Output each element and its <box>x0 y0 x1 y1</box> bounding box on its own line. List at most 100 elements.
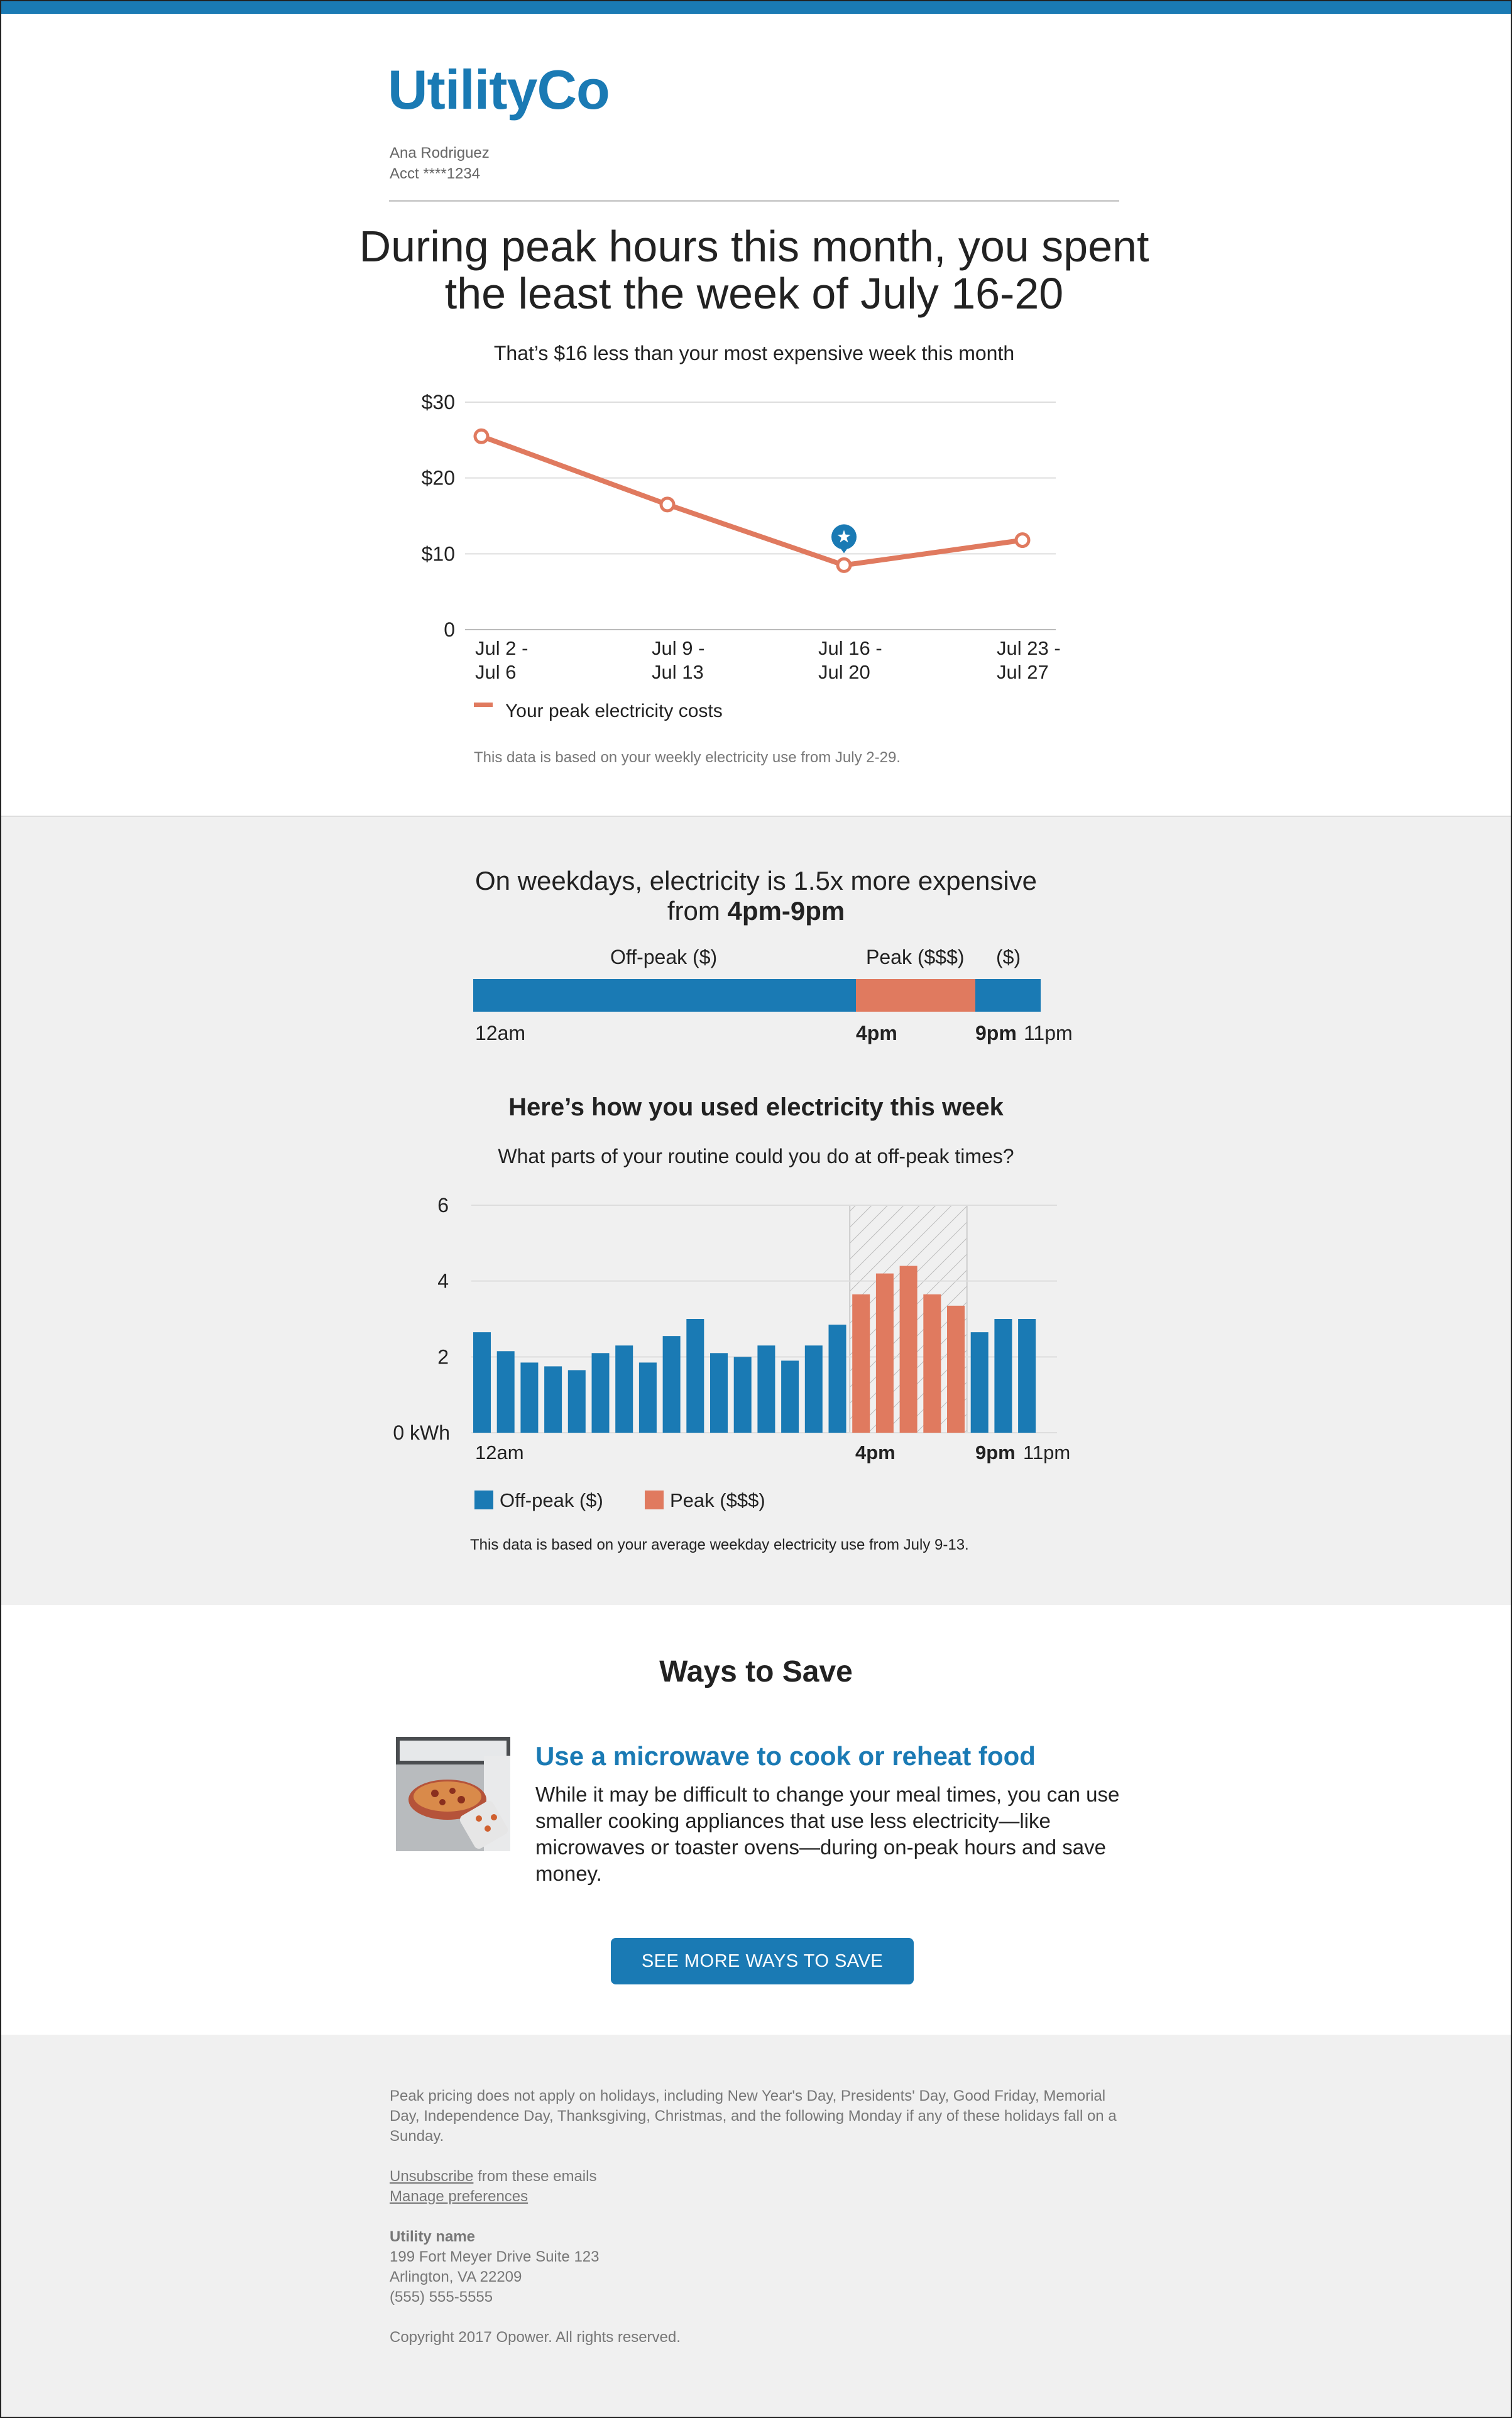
offpeak-usage-bar <box>591 1353 610 1433</box>
see-more-ways-button[interactable]: SEE MORE WAYS TO SAVE <box>611 1938 914 1984</box>
offpeak-usage-bar <box>662 1336 681 1433</box>
x-tick-label-line-1: Jul 16 - <box>818 637 882 659</box>
peak-usage-bar <box>923 1294 941 1433</box>
peak-cost-line-chart: $30 $20 $10 0 Jul 2 -Jul 6 Jul 9 -Jul 13 Jul 1… <box>422 391 1061 683</box>
top-accent-bar <box>0 0 1512 14</box>
x-tick-11pm: 11pm <box>1023 1442 1070 1463</box>
tip-title: Use a microwave to cook or reheat food <box>535 1741 1036 1771</box>
offpeak-usage-bar <box>970 1332 989 1433</box>
unsubscribe-rest: from these emails <box>473 2168 597 2185</box>
peak-hours-range: 4pm-9pm <box>727 896 845 926</box>
y-tick-label: 4 <box>437 1270 449 1293</box>
timeline-late-offpeak-label: ($) <box>996 946 1021 968</box>
legend-peak-costs-label: Your peak electricity costs <box>505 701 723 721</box>
headline-line-2: the least the week of July 16-20 <box>444 269 1064 318</box>
tip-body: While it may be difficult to change your… <box>535 1783 1120 1885</box>
offpeak-usage-bar <box>638 1362 657 1433</box>
legend-peak-label: Peak ($$$) <box>670 1489 765 1511</box>
x-tick-label-line-1: Jul 9 - <box>652 637 704 659</box>
legend-line-swatch <box>474 703 493 707</box>
header-divider <box>389 200 1119 202</box>
offpeak-usage-bar <box>994 1319 1012 1433</box>
x-tick-4pm: 4pm <box>855 1442 896 1463</box>
usage-section-background <box>1 816 1511 1605</box>
data-point <box>659 496 676 513</box>
peak-usage-bar <box>947 1305 965 1433</box>
x-tick-label-line-2: Jul 13 <box>652 661 704 683</box>
y-tick-label: 0 kWh <box>393 1421 450 1444</box>
headline-subtitle: That’s $16 less than your most expensive… <box>493 342 1015 364</box>
customer-name: Ana Rodriguez <box>390 145 490 161</box>
peak-usage-bar <box>899 1266 918 1433</box>
address-line-1: 199 Fort Meyer Drive Suite 123 <box>390 2248 600 2265</box>
timeline-12am: 12am <box>475 1022 526 1044</box>
data-point <box>836 557 852 573</box>
usage-subtitle: What parts of your routine could you do … <box>498 1145 1014 1168</box>
weekday-line-1: On weekdays, electricity is 1.5x more ex… <box>474 866 1038 895</box>
timeline-peak-bar <box>856 979 975 1012</box>
offpeak-usage-bar <box>544 1366 562 1433</box>
unsubscribe-line: Unsubscribe from these emails <box>390 2167 1125 2187</box>
timeline-9pm: 9pm <box>975 1022 1017 1044</box>
x-tick-label-line-2: Jul 6 <box>475 661 516 683</box>
weekday-rate-heading: On weekdays, electricity is 1.5x more ex… <box>440 866 1072 926</box>
offpeak-usage-bar <box>804 1345 823 1433</box>
chart-note: This data is based on your weekly electr… <box>474 749 901 766</box>
x-tick-label-line-1: Jul 2 - <box>475 637 528 659</box>
data-point <box>473 428 490 444</box>
utility-name: Utility name <box>390 2228 476 2245</box>
ways-to-save-title: Ways to Save <box>659 1655 853 1688</box>
peak-usage-bar <box>875 1273 894 1433</box>
y-tick-label: $20 <box>422 467 455 490</box>
legend-peak-swatch <box>645 1491 664 1509</box>
x-tick-label-line-2: Jul 27 <box>997 661 1049 683</box>
legend-offpeak-swatch <box>474 1491 493 1509</box>
y-tick-label: $10 <box>422 542 455 565</box>
y-tick-label: $30 <box>422 391 455 413</box>
headline: During peak hours this month, you spent … <box>352 223 1156 317</box>
y-tick-label: 0 <box>444 618 455 641</box>
y-tick-label: 2 <box>437 1345 449 1368</box>
offpeak-usage-bar <box>520 1362 539 1433</box>
manage-preferences-line: Manage preferences <box>390 2187 1125 2207</box>
weekday-line-2: from 4pm-9pm <box>440 896 1072 926</box>
offpeak-usage-bar <box>496 1351 515 1433</box>
offpeak-usage-bar <box>473 1332 491 1433</box>
legend-offpeak-label: Off-peak ($) <box>500 1489 603 1511</box>
manage-preferences-link[interactable]: Manage preferences <box>390 2188 529 2205</box>
data-point <box>1014 532 1031 549</box>
offpeak-usage-bar <box>615 1345 633 1433</box>
offpeak-usage-bar <box>828 1325 846 1433</box>
usage-note: This data is based on your average weekd… <box>470 1536 969 1553</box>
offpeak-usage-bar <box>733 1357 752 1433</box>
timeline-offpeak-bar <box>473 979 856 1012</box>
x-tick-12am: 12am <box>475 1442 524 1463</box>
peak-cost-series-line <box>480 434 1023 568</box>
offpeak-usage-bar <box>757 1345 775 1433</box>
footer-background <box>1 2035 1511 2417</box>
utilityco-logo: UtilityCo <box>388 58 610 121</box>
y-tick-label: 6 <box>437 1194 449 1217</box>
timeline-peak-label: Peak ($$$) <box>866 946 965 968</box>
offpeak-usage-bar <box>1018 1319 1036 1433</box>
address-line-2: Arlington, VA 22209 <box>390 2268 522 2285</box>
usage-title: Here’s how you used electricity this wee… <box>508 1093 1004 1121</box>
star-icon <box>837 530 851 543</box>
offpeak-usage-bar <box>567 1370 586 1433</box>
x-tick-9pm: 9pm <box>975 1442 1016 1463</box>
timeline-11pm: 11pm <box>1024 1022 1073 1044</box>
timeline-4pm: 4pm <box>856 1022 897 1044</box>
holiday-disclaimer: Peak pricing does not apply on holidays,… <box>390 2087 1117 2145</box>
copyright: Copyright 2017 Opower. All rights reserv… <box>390 2329 681 2346</box>
unsubscribe-link[interactable]: Unsubscribe <box>390 2168 474 2185</box>
hourly-usage-bar-chart: 6 4 2 0 kWh 12am 4pm 9pm 11pm <box>393 1194 1070 1463</box>
peak-usage-bar <box>852 1294 870 1433</box>
microwave-pizza-image <box>396 1737 510 1851</box>
timeline-late-offpeak-bar <box>975 979 1041 1012</box>
offpeak-usage-bar <box>710 1353 728 1433</box>
x-tick-label-line-1: Jul 23 - <box>997 637 1061 659</box>
offpeak-usage-bar <box>781 1360 799 1433</box>
headline-line-1: During peak hours this month, you spent <box>359 222 1149 271</box>
account-number: Acct ****1234 <box>390 165 481 182</box>
